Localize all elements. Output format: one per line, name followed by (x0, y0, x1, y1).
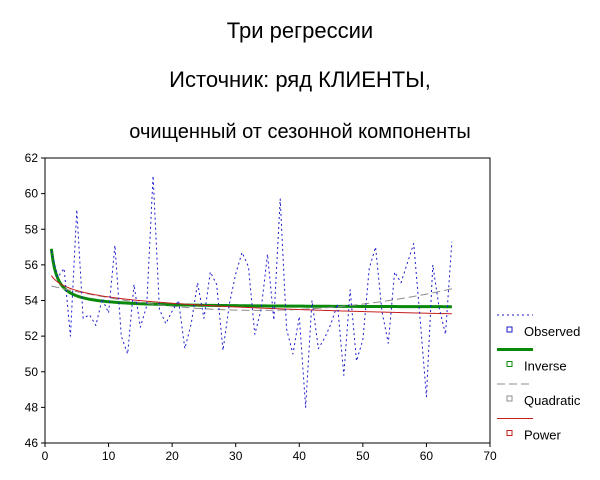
legend: Observed Inverse Quadratic Power (497, 314, 581, 443)
x-tick-label: 0 (42, 449, 49, 463)
y-tick-label: 56 (25, 258, 39, 272)
y-tick-label: 58 (25, 222, 39, 236)
x-tick-label: 60 (420, 449, 434, 463)
y-tick-label: 60 (25, 187, 39, 201)
legend-marker-observed (506, 326, 513, 333)
x-tick-label: 70 (483, 449, 497, 463)
x-tick-label: 40 (293, 449, 307, 463)
y-tick-label: 52 (25, 329, 39, 343)
legend-marker-quadratic (506, 395, 513, 402)
series-layer (49, 175, 453, 408)
y-tick-label: 62 (25, 151, 39, 165)
chart-title-line-1: Три регрессии (226, 18, 374, 43)
legend-marker-power (506, 430, 513, 436)
series-line-observed (50, 175, 453, 408)
plot-border (44, 157, 491, 444)
x-tick-label: 50 (356, 449, 370, 463)
legend-marker-inverse (506, 361, 513, 367)
y-tick-label: 50 (25, 365, 39, 379)
series-line-power (50, 275, 452, 315)
y-tick-label: 46 (25, 436, 39, 450)
legend-label-power: Power (524, 428, 562, 443)
legend-label-quadratic: Quadratic (524, 393, 581, 408)
series-line-inverse (49, 248, 452, 309)
plot-area (44, 157, 491, 444)
y-tick-label: 54 (25, 294, 39, 308)
series-line-quadratic (51, 285, 452, 311)
x-tick-label: 10 (102, 449, 116, 463)
y-tick-label: 48 (25, 400, 39, 414)
x-tick-label: 30 (229, 449, 243, 463)
legend-label-observed: Observed (524, 324, 580, 339)
chart-title-line-2: Источник: ряд КЛИЕНТЫ, (169, 67, 431, 92)
legend-label-inverse: Inverse (524, 359, 567, 374)
x-tick-label: 20 (165, 449, 179, 463)
axes: 0 10 20 30 40 50 60 70 46 48 50 52 54 56 58 60 62 (25, 151, 497, 463)
chart-title-line-3: очищенный от сезонной компоненты (129, 121, 471, 143)
